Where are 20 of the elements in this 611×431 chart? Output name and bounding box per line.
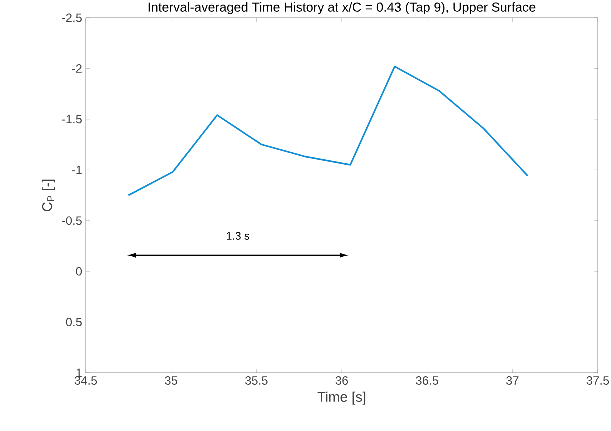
y-tick-label: -1.5 xyxy=(62,115,82,124)
y-tick-label: -2.5 xyxy=(62,14,82,22)
y-tick-label: -1 xyxy=(72,166,82,174)
annotation: 1.3 s xyxy=(227,232,250,240)
x-tick-label: 35.5 xyxy=(245,376,268,385)
y-tick-label: 0.5 xyxy=(66,318,82,327)
x-tick-label: 37.5 xyxy=(586,376,610,385)
chart-title: Interval-averaged Time History at x/C = 0.43 (Tap 9), Upper Surface xyxy=(148,2,536,15)
y-tick-label: -2 xyxy=(72,64,82,73)
x-tick-label: 36 xyxy=(336,376,348,385)
y-axis-title: C$_{P}$ [-] xyxy=(42,180,56,212)
y-tick-label: 0 xyxy=(76,267,82,276)
x-tick-label: 35 xyxy=(165,376,178,385)
line-series xyxy=(128,66,529,196)
y-tick-label: 1 xyxy=(76,368,82,378)
x-tick-label: 34.5 xyxy=(74,376,98,385)
y-tick-label: -0.5 xyxy=(62,216,82,226)
x-axis-title: Time [s] xyxy=(318,392,366,405)
x-tick-label: 37 xyxy=(506,376,519,385)
x-tick-label: 36.5 xyxy=(416,376,438,385)
